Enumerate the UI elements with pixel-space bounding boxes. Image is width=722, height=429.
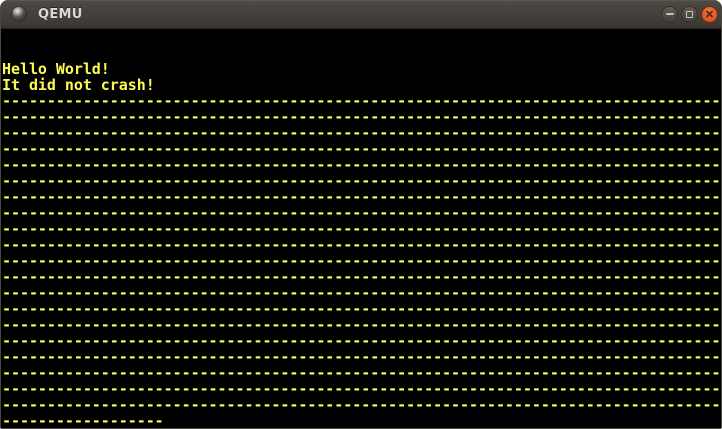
window-menu-icon[interactable] bbox=[12, 7, 26, 21]
close-button[interactable] bbox=[701, 5, 718, 23]
minimize-icon bbox=[665, 13, 674, 15]
maximize-icon bbox=[686, 10, 693, 18]
minimize-button[interactable] bbox=[661, 5, 678, 23]
terminal-screen[interactable]: Hello World! It did not crash! ---------… bbox=[1, 29, 721, 428]
window-title: QEMU bbox=[38, 6, 83, 22]
close-icon bbox=[705, 10, 714, 19]
titlebar[interactable]: QEMU bbox=[1, 0, 721, 29]
window-controls bbox=[661, 5, 718, 23]
maximize-button[interactable] bbox=[681, 5, 698, 23]
